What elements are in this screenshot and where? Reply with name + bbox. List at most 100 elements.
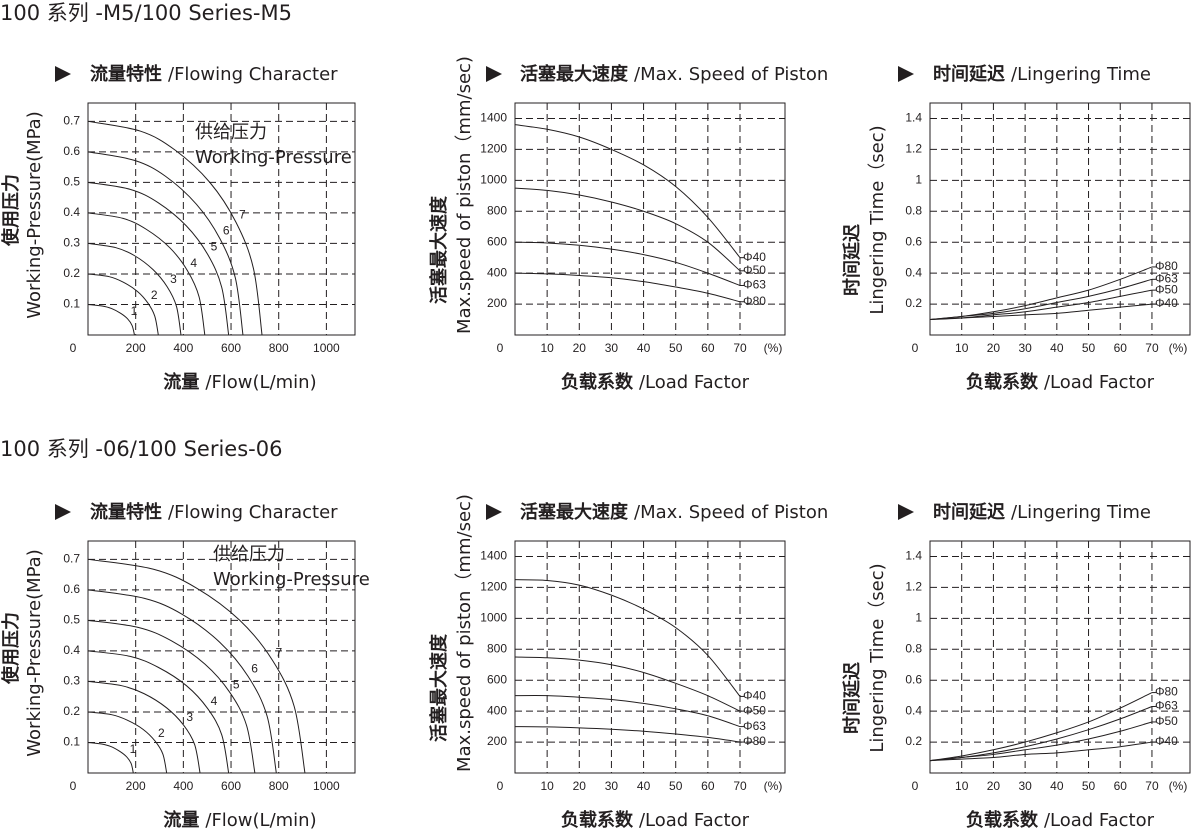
y-tick-label: 0.2 — [905, 734, 922, 748]
series-label: 3 — [170, 272, 177, 286]
title-marker — [55, 66, 71, 82]
series-label: 6 — [251, 662, 258, 676]
x-unit: (%) — [1169, 341, 1188, 355]
series-label: 5 — [233, 678, 240, 692]
x-tick-label: 400 — [173, 341, 193, 355]
series-label: Φ63 — [743, 719, 766, 733]
y-tick-label: 0.2 — [63, 266, 80, 280]
x-label-cn: 负载系数 — [966, 809, 1039, 831]
chart: 时间延迟/Lingering Time 0 10 20 30 40 50 60 70 0.2 0.4… — [842, 502, 1191, 831]
title-en: /Max. Speed of Piston — [634, 64, 828, 85]
curve — [87, 680, 201, 774]
x-tick-label: 600 — [221, 341, 241, 355]
series-label: 6 — [223, 224, 230, 238]
chart-title: 时间延迟/Lingering Time — [933, 64, 1151, 85]
series-label: Φ63 — [743, 278, 766, 292]
x-tick-label: 10 — [540, 341, 554, 355]
series-label: 1 — [131, 304, 138, 318]
y-tick-label: 400 — [487, 703, 507, 717]
x-tick-label: 800 — [269, 779, 289, 793]
curve — [87, 120, 263, 336]
x-axis-label: 流量/Flow(L/min) — [163, 371, 316, 393]
x-label-en: /Flow(L/min) — [205, 810, 316, 831]
annotation: 供给压力 — [195, 122, 267, 143]
y-tick-label: 1200 — [480, 580, 507, 594]
series-label: 2 — [158, 726, 165, 740]
x-tick-label: 0 — [497, 341, 504, 355]
x-tick-label: 40 — [637, 341, 651, 355]
series-label: Φ40 — [1155, 296, 1178, 310]
plot-frame — [929, 102, 1191, 336]
x-tick-label: 50 — [1082, 779, 1096, 793]
y-axis-label: Working-Pressure(MPa) — [24, 549, 45, 756]
title-cn: 流量特性 — [90, 63, 162, 85]
y-axis-label: Working-Pressure(MPa) — [24, 111, 45, 318]
x-tick-label: 0 — [70, 779, 77, 793]
series-label: Φ40 — [743, 689, 766, 703]
title-cn: 活塞最大速度 — [520, 63, 629, 85]
series-label: 7 — [239, 208, 246, 222]
curve — [514, 187, 741, 272]
y-tick-label: 200 — [487, 734, 507, 748]
curve — [929, 278, 1153, 321]
chart: 时间延迟/Lingering Time 0 10 20 30 40 50 60 70 0.2 0.4… — [842, 64, 1191, 393]
y-tick-label: 800 — [487, 203, 507, 217]
curve — [929, 741, 1153, 762]
chart-title: 活塞最大速度/Max. Speed of Piston — [520, 63, 828, 85]
series-label: Φ40 — [1155, 734, 1178, 748]
x-tick-label: 20 — [573, 779, 587, 793]
curve — [87, 619, 256, 774]
x-tick-label: 0 — [912, 779, 919, 793]
series-label: Φ40 — [743, 250, 766, 264]
x-label-en: /Load Factor — [1044, 810, 1155, 831]
x-tick-label: 70 — [1145, 341, 1159, 355]
x-tick-label: 60 — [1114, 779, 1128, 793]
curve — [87, 181, 230, 336]
curve — [929, 692, 1153, 762]
title-marker — [898, 66, 914, 82]
annotation: Working-Pressure — [195, 147, 352, 168]
x-tick-label: 60 — [701, 341, 715, 355]
curve — [514, 656, 741, 712]
x-tick-label: 1000 — [313, 341, 340, 355]
curve — [87, 741, 134, 774]
y-tick-label: 0.1 — [63, 735, 80, 749]
chart: 活塞最大速度/Max. Speed of Piston 0 10 20 30 40 50 60… — [428, 494, 828, 831]
y-tick-label: 1 — [915, 611, 922, 625]
curve — [87, 650, 230, 774]
title-cn: 流量特性 — [90, 501, 162, 523]
x-axis-label: 负载系数/Load Factor — [966, 809, 1155, 831]
x-tick-label: 40 — [1050, 779, 1064, 793]
x-label-en: /Load Factor — [1044, 372, 1155, 393]
title-en: /Flowing Character — [168, 502, 338, 523]
x-tick-label: 10 — [955, 341, 969, 355]
chart: 流量特性/Flowing Character 0 200 400 600 800 1000 0… — [1, 501, 370, 831]
y-axis-label: 活塞最大速度 — [428, 633, 450, 742]
x-axis-label: 负载系数/Load Factor — [561, 371, 750, 393]
title-marker — [486, 66, 502, 82]
x-tick-label: 20 — [987, 341, 1001, 355]
y-tick-label: 1400 — [480, 111, 507, 125]
y-tick-label: 600 — [487, 234, 507, 248]
chart-title: 时间延迟/Lingering Time — [933, 502, 1151, 523]
series-label: Φ50 — [1155, 282, 1178, 296]
y-tick-label: 1.2 — [905, 580, 922, 594]
plot-frame — [87, 540, 356, 774]
x-tick-label: 0 — [497, 779, 504, 793]
series-label: 3 — [186, 710, 193, 724]
series-label: 4 — [190, 256, 197, 270]
chart: 活塞最大速度/Max. Speed of Piston 0 10 20 30 40 50 60… — [428, 56, 828, 393]
x-label-cn: 流量 — [163, 809, 199, 831]
curve — [514, 695, 741, 728]
y-tick-label: 1.4 — [905, 111, 922, 125]
x-tick-label: 20 — [987, 779, 1001, 793]
x-axis-label: 流量/Flow(L/min) — [163, 809, 316, 831]
x-unit: (%) — [764, 341, 783, 355]
title-en: /Lingering Time — [1011, 502, 1151, 523]
y-tick-label: 1000 — [480, 611, 507, 625]
chart: 流量特性/Flowing Character 0 200 400 600 800 1000 0… — [1, 63, 356, 393]
plot-frame — [87, 102, 356, 336]
y-tick-label: 0.8 — [905, 641, 922, 655]
x-tick-label: 30 — [1018, 341, 1032, 355]
curve — [514, 124, 741, 258]
